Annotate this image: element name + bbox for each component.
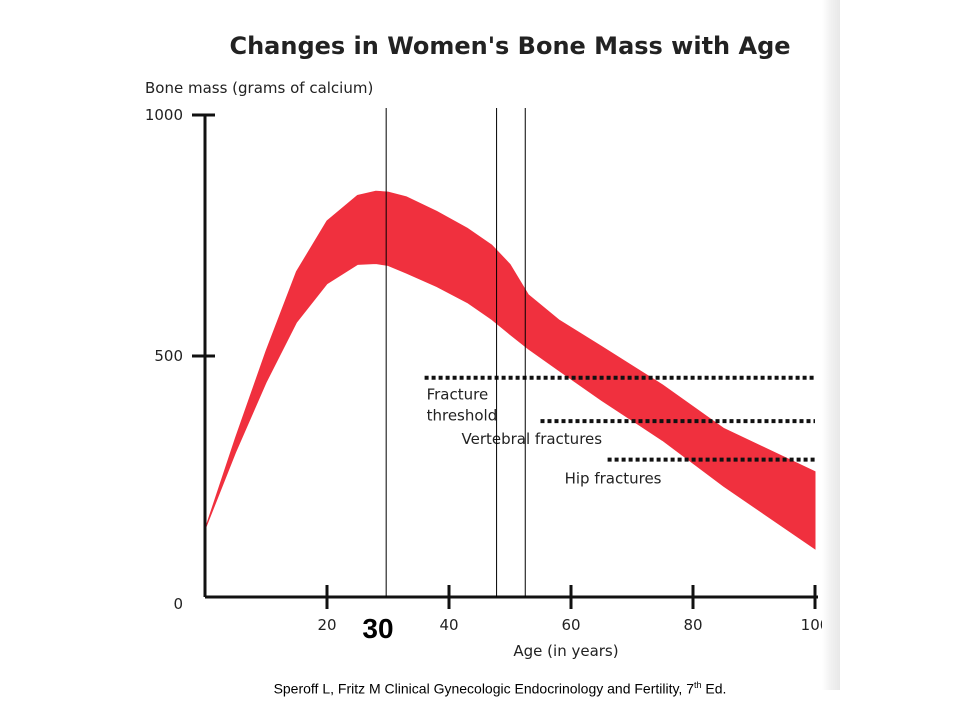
y-tick-label-500: 500 <box>154 347 183 365</box>
marker-label-box <box>357 609 399 643</box>
y-tick-label-1000: 1000 <box>145 106 183 124</box>
citation-superscript: th <box>694 680 702 690</box>
x-tick-label-40: 40 <box>439 616 458 634</box>
hip-fractures-label: Hip fractures <box>565 470 662 488</box>
x-tick-label-20: 20 <box>317 616 336 634</box>
chart-title: Changes in Women's Bone Mass with Age <box>229 32 790 60</box>
bone-mass-band-layer <box>204 190 816 550</box>
y-tick-label-0: 0 <box>173 595 183 613</box>
vertebral-fractures-label: Vertebral fractures <box>462 430 603 448</box>
marker-lines-layer: 30 <box>357 108 526 644</box>
x-tick-label-60: 60 <box>561 616 580 634</box>
y-axis-label: Bone mass (grams of calcium) <box>145 79 373 97</box>
citation-suffix: Ed. <box>701 680 727 697</box>
citation: Speroff L, Fritz M Clinical Gynecologic … <box>0 680 960 697</box>
marker-label-30: 30 <box>362 613 393 644</box>
fracture-threshold-label: Fracture <box>427 386 489 404</box>
x-tick-label-80: 80 <box>683 616 702 634</box>
bone-mass-band <box>204 190 816 550</box>
fracture-threshold-label-line2: threshold <box>427 407 498 425</box>
page-edge-shadow <box>822 0 840 690</box>
x-axis-label: Age (in years) <box>513 642 618 660</box>
citation-text: Speroff L, Fritz M Clinical Gynecologic … <box>273 680 694 697</box>
